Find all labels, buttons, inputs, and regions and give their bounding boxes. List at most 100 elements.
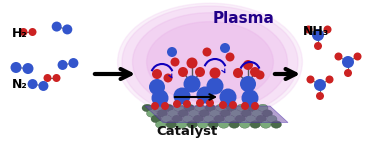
Ellipse shape [250,121,260,128]
Text: H₂: H₂ [12,27,28,40]
Circle shape [353,52,361,60]
Ellipse shape [147,110,157,117]
Circle shape [209,68,220,79]
Ellipse shape [220,110,231,117]
Circle shape [220,89,237,105]
Ellipse shape [257,104,268,112]
Circle shape [256,70,265,80]
Circle shape [173,100,181,108]
Circle shape [203,48,212,57]
Circle shape [152,69,162,79]
Ellipse shape [155,121,166,128]
Ellipse shape [163,104,174,112]
Circle shape [197,86,214,103]
Circle shape [39,81,48,91]
Ellipse shape [172,115,183,123]
Ellipse shape [260,121,271,128]
Ellipse shape [251,110,262,117]
Circle shape [174,88,191,104]
Circle shape [324,26,332,34]
Text: N₂: N₂ [12,78,28,91]
Circle shape [167,47,177,57]
Circle shape [161,102,169,110]
Circle shape [170,58,180,67]
Ellipse shape [215,104,226,112]
Circle shape [151,102,159,110]
Ellipse shape [174,104,184,112]
Circle shape [57,60,68,70]
Circle shape [314,42,322,50]
Circle shape [312,29,324,41]
Text: NH₃: NH₃ [303,25,329,38]
Ellipse shape [167,110,178,117]
Circle shape [183,100,191,108]
Ellipse shape [205,104,215,112]
Circle shape [20,28,28,36]
Ellipse shape [247,104,257,112]
Ellipse shape [256,115,266,123]
Text: Catalyst: Catalyst [156,125,218,138]
Circle shape [342,56,354,68]
Ellipse shape [195,104,205,112]
Ellipse shape [208,121,218,128]
Circle shape [206,99,214,107]
Circle shape [307,75,314,83]
Circle shape [344,69,352,77]
Ellipse shape [122,6,298,118]
Circle shape [62,24,72,34]
Ellipse shape [271,121,282,128]
Circle shape [28,28,37,36]
Circle shape [28,79,37,89]
Ellipse shape [225,115,235,123]
Ellipse shape [218,121,229,128]
Circle shape [220,43,230,53]
Circle shape [240,76,256,92]
Circle shape [219,101,227,109]
Circle shape [229,101,237,109]
Ellipse shape [183,115,193,123]
Circle shape [242,90,259,106]
Ellipse shape [152,104,163,112]
Circle shape [164,73,172,82]
Circle shape [241,102,249,110]
Circle shape [195,67,205,77]
Circle shape [149,79,165,95]
Circle shape [226,52,234,61]
Ellipse shape [199,110,209,117]
Circle shape [43,74,51,82]
Ellipse shape [262,110,273,117]
Ellipse shape [229,121,240,128]
Circle shape [251,102,259,110]
Ellipse shape [157,110,167,117]
Ellipse shape [178,110,189,117]
Ellipse shape [240,121,250,128]
Ellipse shape [203,115,214,123]
Ellipse shape [245,115,256,123]
Circle shape [316,92,324,100]
Circle shape [243,60,253,70]
Text: Plasma: Plasma [213,11,275,26]
Circle shape [178,67,188,77]
Circle shape [314,79,326,91]
Ellipse shape [241,110,251,117]
Circle shape [233,68,243,78]
Ellipse shape [166,121,177,128]
Ellipse shape [118,3,302,121]
Circle shape [186,58,197,69]
Polygon shape [145,106,288,123]
Ellipse shape [142,104,152,112]
Circle shape [196,99,204,107]
Circle shape [304,26,313,34]
Circle shape [68,58,78,68]
Ellipse shape [151,115,161,123]
Circle shape [11,62,22,73]
Circle shape [53,74,60,82]
Circle shape [206,78,223,94]
Circle shape [250,67,260,77]
Ellipse shape [209,110,220,117]
Circle shape [183,75,200,92]
Ellipse shape [187,121,197,128]
Ellipse shape [177,121,187,128]
Circle shape [325,75,333,83]
Ellipse shape [193,115,203,123]
